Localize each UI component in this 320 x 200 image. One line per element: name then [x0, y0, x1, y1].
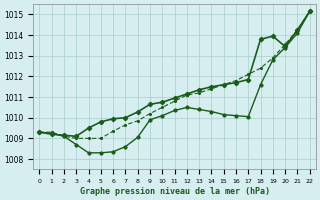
X-axis label: Graphe pression niveau de la mer (hPa): Graphe pression niveau de la mer (hPa): [80, 187, 269, 196]
